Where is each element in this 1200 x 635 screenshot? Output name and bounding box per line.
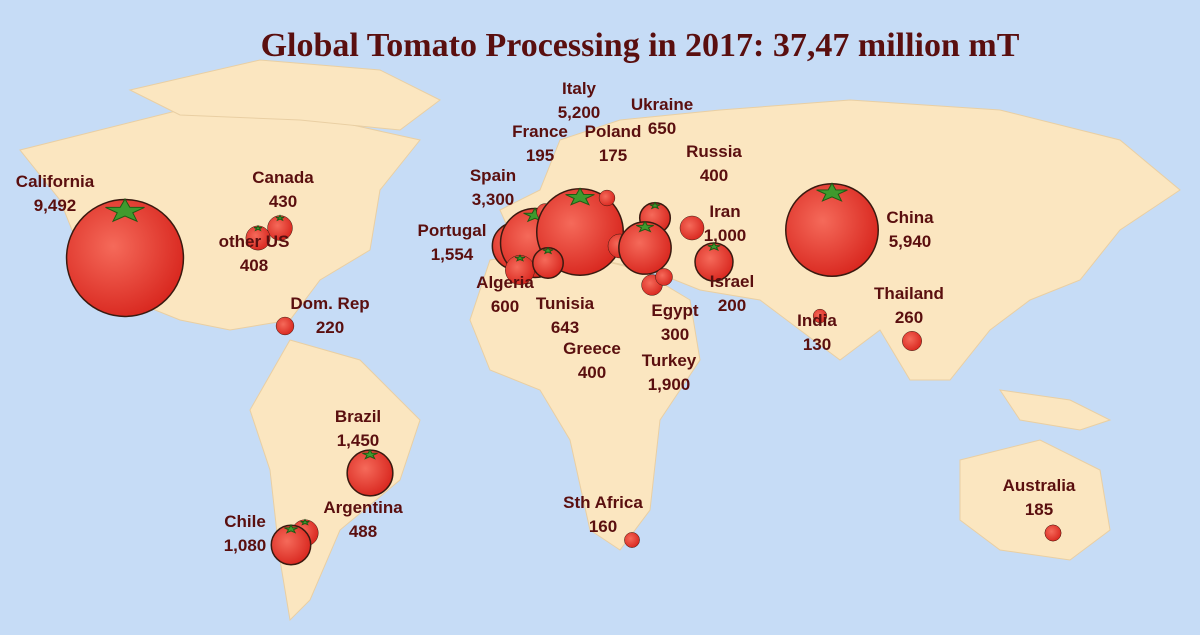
region-value: 1,000 — [704, 226, 747, 245]
region-value: 200 — [718, 296, 746, 315]
stem — [284, 524, 298, 534]
region-name: Algeria — [476, 273, 534, 292]
region-value: 220 — [316, 318, 344, 337]
tomato — [618, 220, 672, 275]
tomato — [812, 308, 828, 324]
region-value: 600 — [491, 297, 519, 316]
tomato — [65, 198, 185, 318]
bubble — [679, 215, 705, 241]
region-value: 9,492 — [34, 196, 77, 215]
region-name: Russia — [686, 142, 742, 161]
tomato — [275, 316, 295, 336]
region-name: Sth Africa — [563, 493, 643, 512]
region-name: California — [16, 172, 95, 191]
region-value: 160 — [589, 517, 617, 536]
region-value: 1,554 — [431, 245, 474, 264]
region-name: Greece — [563, 339, 621, 358]
bubble — [812, 308, 828, 324]
region-name: Argentina — [323, 498, 403, 517]
tomato — [1044, 524, 1062, 542]
region-name: other US — [219, 232, 290, 251]
stem — [636, 220, 654, 233]
region-value: 400 — [578, 363, 606, 382]
bubble — [624, 532, 640, 548]
region-name: Egypt — [651, 301, 699, 320]
region-name: Turkey — [642, 351, 697, 370]
stem — [816, 182, 848, 202]
region-name: Portugal — [418, 221, 487, 240]
bubble — [65, 198, 185, 318]
region-value: 1,080 — [224, 536, 267, 555]
region-name: China — [886, 208, 934, 227]
region-name: Italy — [562, 79, 597, 98]
stem — [300, 518, 310, 526]
stem — [649, 201, 661, 210]
region-name: India — [797, 311, 837, 330]
region-name: Israel — [710, 272, 754, 291]
bubble — [1044, 524, 1062, 542]
region-value: 3,300 — [472, 190, 515, 209]
bubble — [655, 268, 673, 286]
tomato — [694, 241, 734, 282]
region-name: Canada — [252, 168, 314, 187]
stem — [362, 448, 378, 460]
bubble — [598, 189, 616, 207]
tomato — [245, 224, 271, 251]
tomato — [624, 532, 640, 548]
bubble — [275, 316, 295, 336]
region-name: Dom. Rep — [290, 294, 369, 313]
stem — [253, 224, 263, 232]
stem — [105, 198, 145, 223]
tomato — [346, 448, 394, 497]
region-value: 1,450 — [337, 431, 380, 450]
region-name: Chile — [224, 512, 266, 531]
region-name: Spain — [470, 166, 516, 185]
region-value: 175 — [599, 146, 627, 165]
region-name: Thailand — [874, 284, 944, 303]
region-value: 1,900 — [648, 375, 691, 394]
region-name: France — [512, 122, 568, 141]
region-value: 408 — [240, 256, 268, 275]
region-name: Brazil — [335, 407, 381, 426]
region-value: 5,940 — [889, 232, 932, 251]
stem — [565, 187, 595, 206]
map-title: Global Tomato Processing in 2017: 37,47 … — [261, 27, 1020, 64]
region-name: Iran — [709, 202, 740, 221]
stem — [514, 254, 526, 262]
tomato — [267, 214, 293, 241]
bubble — [785, 183, 879, 277]
region-value: 650 — [648, 119, 676, 138]
tomato — [902, 331, 922, 351]
region-value: 260 — [895, 308, 923, 327]
stem — [542, 246, 554, 255]
tomato — [655, 268, 673, 286]
tomato — [598, 189, 616, 207]
region-value: 5,200 — [558, 103, 601, 122]
region-name: Ukraine — [631, 95, 693, 114]
stem — [275, 214, 285, 222]
region-value: 130 — [803, 335, 831, 354]
region-value: 300 — [661, 325, 689, 344]
region-value: 430 — [269, 192, 297, 211]
region-value: 488 — [349, 522, 377, 541]
region-name: Tunisia — [536, 294, 595, 313]
stem — [707, 241, 721, 251]
tomato — [785, 182, 879, 277]
region-value: 643 — [551, 318, 579, 337]
region-value: 185 — [1025, 500, 1053, 519]
tomato — [270, 524, 312, 566]
region-value: 400 — [700, 166, 728, 185]
tomato — [679, 215, 705, 241]
region-name: Australia — [1003, 476, 1076, 495]
tomato — [532, 246, 564, 279]
region-name: Poland — [585, 122, 642, 141]
bubble — [902, 331, 922, 351]
region-value: 195 — [526, 146, 554, 165]
